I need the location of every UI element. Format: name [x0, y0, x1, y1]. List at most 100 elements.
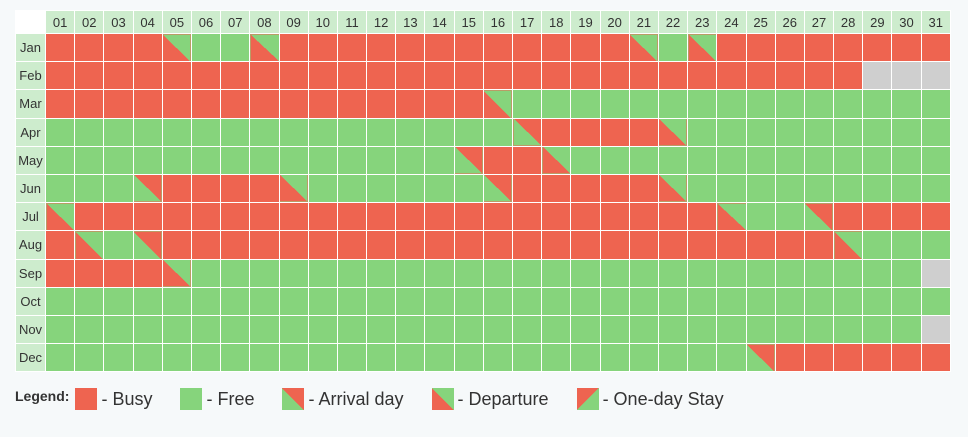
- free-day-cell[interactable]: [44, 314, 76, 345]
- free-day-cell[interactable]: [541, 343, 572, 373]
- busy-day-cell[interactable]: [395, 32, 426, 63]
- free-day-cell[interactable]: [336, 343, 368, 373]
- busy-day-cell[interactable]: [628, 61, 659, 91]
- free-day-cell[interactable]: [278, 286, 309, 316]
- free-day-cell[interactable]: [774, 117, 805, 147]
- busy-day-cell[interactable]: [220, 89, 251, 119]
- free-day-cell[interactable]: [424, 258, 455, 288]
- busy-day-cell[interactable]: [482, 32, 514, 63]
- busy-day-cell[interactable]: [745, 32, 776, 63]
- busy-day-cell[interactable]: [628, 202, 659, 232]
- free-day-cell[interactable]: [161, 286, 192, 316]
- free-day-cell[interactable]: [657, 258, 689, 288]
- busy-day-cell[interactable]: [833, 202, 864, 232]
- free-day-cell[interactable]: [453, 173, 484, 204]
- free-day-cell[interactable]: [570, 286, 601, 316]
- busy-day-cell[interactable]: [366, 32, 397, 63]
- busy-day-cell[interactable]: [687, 202, 718, 232]
- busy-day-cell[interactable]: [190, 173, 222, 204]
- busy-day-cell[interactable]: [482, 202, 514, 232]
- busy-day-cell[interactable]: [307, 202, 338, 232]
- free-day-cell[interactable]: [44, 173, 76, 204]
- free-day-cell[interactable]: [307, 343, 338, 373]
- free-day-cell[interactable]: [482, 314, 514, 345]
- free-day-cell[interactable]: [395, 343, 426, 373]
- free-day-cell[interactable]: [628, 258, 659, 288]
- busy-day-cell[interactable]: [453, 230, 484, 260]
- busy-day-cell[interactable]: [803, 32, 835, 63]
- free-day-cell[interactable]: [599, 314, 630, 345]
- free-day-cell[interactable]: [803, 258, 835, 288]
- busy-day-cell[interactable]: [599, 230, 630, 260]
- busy-day-cell[interactable]: [628, 230, 659, 260]
- free-day-cell[interactable]: [190, 117, 222, 147]
- free-day-cell[interactable]: [657, 286, 689, 316]
- free-day-cell[interactable]: [628, 314, 659, 345]
- free-day-cell[interactable]: [599, 286, 630, 316]
- departure-day-cell[interactable]: [161, 32, 192, 63]
- free-day-cell[interactable]: [220, 145, 251, 175]
- free-day-cell[interactable]: [541, 89, 572, 119]
- busy-day-cell[interactable]: [482, 230, 514, 260]
- free-day-cell[interactable]: [307, 145, 338, 175]
- departure-day-cell[interactable]: [161, 258, 192, 288]
- busy-day-cell[interactable]: [44, 89, 76, 119]
- free-day-cell[interactable]: [716, 286, 747, 316]
- busy-day-cell[interactable]: [453, 202, 484, 232]
- free-day-cell[interactable]: [687, 117, 718, 147]
- busy-day-cell[interactable]: [511, 32, 543, 63]
- free-day-cell[interactable]: [366, 145, 397, 175]
- free-day-cell[interactable]: [44, 117, 76, 147]
- busy-day-cell[interactable]: [687, 61, 718, 91]
- busy-day-cell[interactable]: [278, 89, 309, 119]
- busy-day-cell[interactable]: [424, 230, 455, 260]
- free-day-cell[interactable]: [541, 314, 572, 345]
- busy-day-cell[interactable]: [74, 202, 105, 232]
- free-day-cell[interactable]: [103, 314, 134, 345]
- free-day-cell[interactable]: [366, 258, 397, 288]
- departure-day-cell[interactable]: [74, 230, 105, 260]
- free-day-cell[interactable]: [862, 89, 893, 119]
- free-day-cell[interactable]: [687, 258, 718, 288]
- free-day-cell[interactable]: [541, 286, 572, 316]
- busy-day-cell[interactable]: [190, 230, 222, 260]
- free-day-cell[interactable]: [161, 117, 192, 147]
- free-day-cell[interactable]: [482, 286, 514, 316]
- busy-day-cell[interactable]: [803, 61, 835, 91]
- free-day-cell[interactable]: [103, 145, 134, 175]
- free-day-cell[interactable]: [103, 117, 134, 147]
- busy-day-cell[interactable]: [599, 117, 630, 147]
- free-day-cell[interactable]: [74, 314, 105, 345]
- busy-day-cell[interactable]: [366, 89, 397, 119]
- free-day-cell[interactable]: [249, 145, 280, 175]
- free-day-cell[interactable]: [453, 258, 484, 288]
- free-day-cell[interactable]: [803, 314, 835, 345]
- free-day-cell[interactable]: [920, 173, 951, 204]
- free-day-cell[interactable]: [920, 230, 951, 260]
- free-day-cell[interactable]: [716, 258, 747, 288]
- busy-day-cell[interactable]: [307, 61, 338, 91]
- free-day-cell[interactable]: [103, 286, 134, 316]
- busy-day-cell[interactable]: [220, 173, 251, 204]
- free-day-cell[interactable]: [511, 314, 543, 345]
- free-day-cell[interactable]: [687, 314, 718, 345]
- busy-day-cell[interactable]: [278, 230, 309, 260]
- free-day-cell[interactable]: [74, 173, 105, 204]
- free-day-cell[interactable]: [336, 173, 368, 204]
- busy-day-cell[interactable]: [249, 173, 280, 204]
- free-day-cell[interactable]: [803, 145, 835, 175]
- free-day-cell[interactable]: [687, 343, 718, 373]
- free-day-cell[interactable]: [657, 343, 689, 373]
- busy-day-cell[interactable]: [161, 230, 192, 260]
- free-day-cell[interactable]: [745, 117, 776, 147]
- busy-day-cell[interactable]: [570, 230, 601, 260]
- busy-day-cell[interactable]: [366, 230, 397, 260]
- busy-day-cell[interactable]: [920, 32, 951, 63]
- departure-day-cell[interactable]: [657, 173, 689, 204]
- free-day-cell[interactable]: [803, 173, 835, 204]
- free-day-cell[interactable]: [628, 145, 659, 175]
- free-day-cell[interactable]: [803, 286, 835, 316]
- busy-day-cell[interactable]: [161, 173, 192, 204]
- departure-day-cell[interactable]: [249, 32, 280, 63]
- free-day-cell[interactable]: [628, 286, 659, 316]
